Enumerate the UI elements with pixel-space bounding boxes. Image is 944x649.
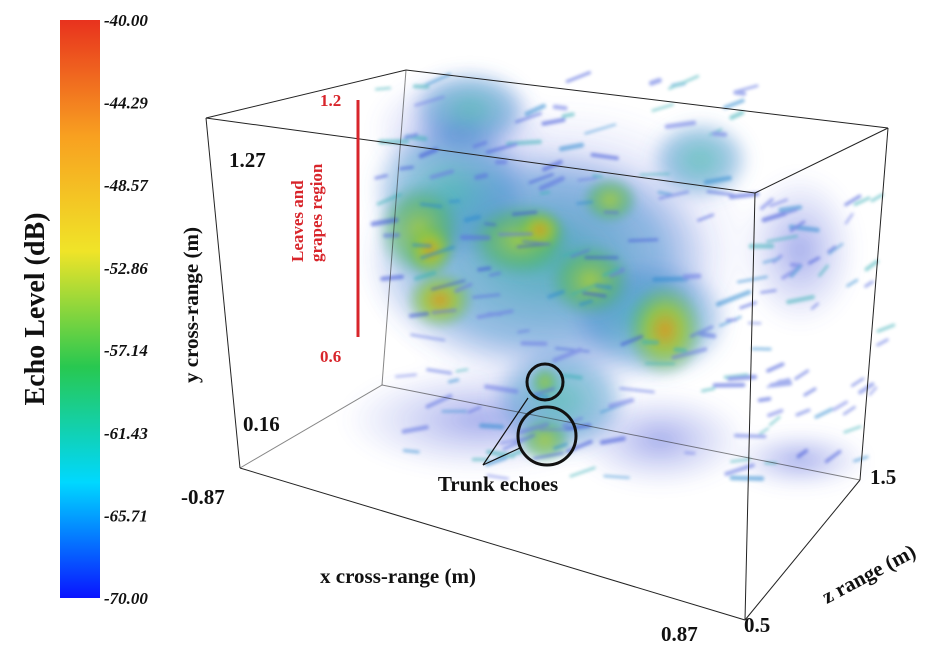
z-axis-label: z range (m): [818, 539, 920, 608]
x-axis-label: x cross-range (m): [320, 564, 476, 588]
colorbar-label: Echo Level (dB): [20, 213, 51, 406]
region-annotation: 1.2 0.6 Leaves and grapes region: [288, 91, 360, 366]
colorbar-ticks: -40.00 -44.29 -48.57 -52.86 -57.14 -61.43 -65.…: [104, 11, 149, 608]
y-axis-label: y cross-range (m): [179, 227, 203, 383]
y-max-label: 1.27: [229, 148, 266, 172]
colorbar-bar: [60, 20, 100, 598]
trunk-label: Trunk echoes: [438, 472, 558, 496]
y-min-label: 0.16: [243, 412, 280, 436]
bounding-box: [205, 69, 889, 621]
region-label-line2: grapes region: [307, 163, 326, 262]
trunk-pointer-2: [482, 447, 521, 466]
colorbar-tick-label: -48.57: [104, 176, 149, 195]
region-label-line1: Leaves and: [288, 180, 307, 262]
x-min-label: -0.87: [181, 485, 225, 509]
x-max-label: 0.87: [661, 622, 698, 646]
colorbar-tick-label: -57.14: [104, 341, 148, 360]
colorbar-tick-label: -52.86: [104, 259, 148, 278]
colorbar-tick-label: -44.29: [104, 94, 148, 113]
axis-ticks: 1.27 0.16 -0.87 0.87 0.5 1.5: [181, 148, 896, 646]
trunk-annotation: Trunk echoes: [438, 362, 578, 496]
region-top-label: 1.2: [320, 91, 341, 110]
colorbar-tick-label: -61.43: [104, 424, 148, 443]
colorbar-tick-label: -65.71: [104, 506, 148, 525]
region-bottom-label: 0.6: [320, 347, 341, 366]
volume-render: [340, 70, 896, 490]
z-max-label: 1.5: [870, 465, 896, 489]
colorbar: -40.00 -44.29 -48.57 -52.86 -57.14 -61.43 -65.…: [20, 11, 149, 608]
trunk-circle-lower: [516, 405, 578, 467]
z-min-label: 0.5: [744, 613, 770, 637]
trunk-pointer-1: [482, 397, 529, 466]
colorbar-tick-label: -70.00: [104, 589, 148, 608]
colorbar-tick-label: -40.00: [104, 11, 148, 30]
trunk-circle-upper: [525, 362, 565, 402]
